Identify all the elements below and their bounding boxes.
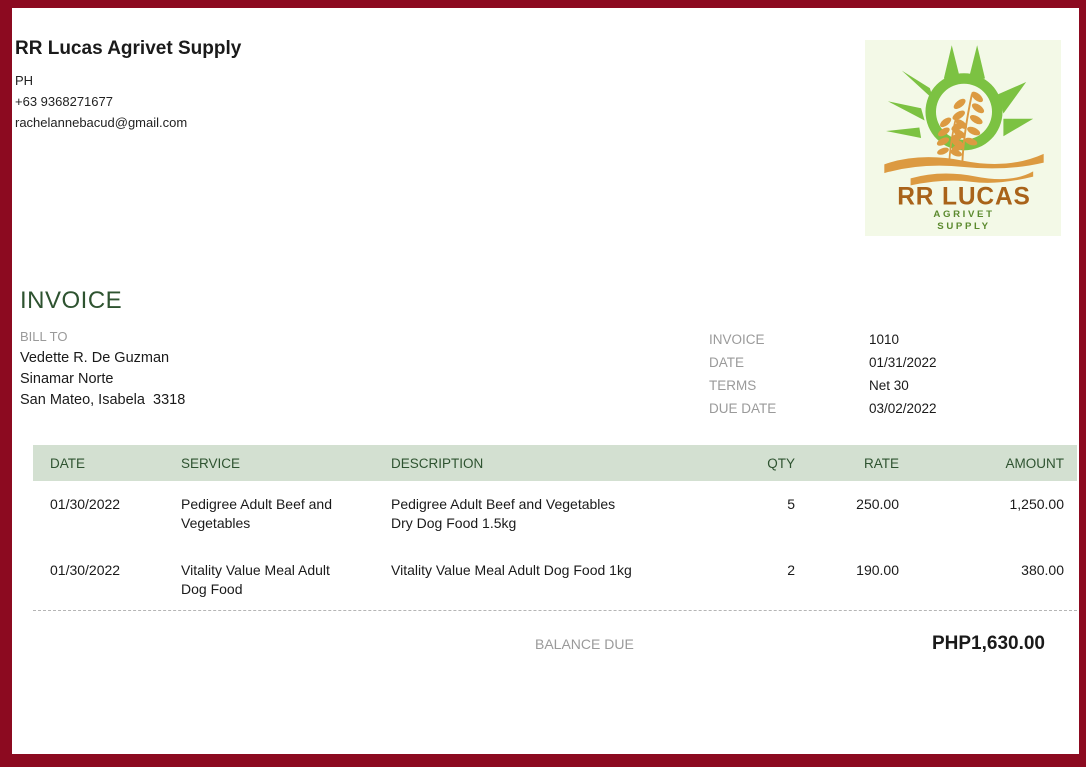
svg-text:SUPPLY: SUPPLY xyxy=(937,221,990,232)
svg-text:AGRIVET: AGRIVET xyxy=(933,209,994,220)
svg-text:RR LUCAS: RR LUCAS xyxy=(897,184,1031,211)
